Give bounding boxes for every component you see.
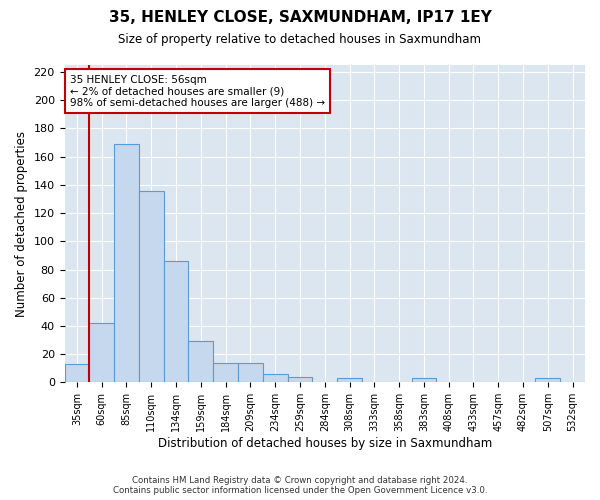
Text: Contains HM Land Registry data © Crown copyright and database right 2024.
Contai: Contains HM Land Registry data © Crown c… (113, 476, 487, 495)
Bar (188, 342, 213, 382)
Bar (139, 190, 164, 382)
Y-axis label: Number of detached properties: Number of detached properties (15, 130, 28, 316)
Text: 35 HENLEY CLOSE: 56sqm
← 2% of detached houses are smaller (9)
98% of semi-detac: 35 HENLEY CLOSE: 56sqm ← 2% of detached … (70, 74, 325, 108)
Text: Size of property relative to detached houses in Saxmundham: Size of property relative to detached ho… (119, 32, 482, 46)
Bar (65, 364, 89, 382)
Bar (164, 261, 188, 382)
Text: 35, HENLEY CLOSE, SAXMUNDHAM, IP17 1EY: 35, HENLEY CLOSE, SAXMUNDHAM, IP17 1EY (109, 10, 491, 25)
Bar (263, 374, 287, 382)
Bar (535, 378, 560, 382)
Bar (412, 378, 436, 382)
Bar (337, 378, 362, 382)
X-axis label: Distribution of detached houses by size in Saxmundham: Distribution of detached houses by size … (158, 437, 492, 450)
Bar (238, 362, 263, 382)
Bar (287, 376, 313, 382)
Bar (213, 362, 238, 382)
Bar (114, 144, 139, 382)
Bar (89, 323, 114, 382)
